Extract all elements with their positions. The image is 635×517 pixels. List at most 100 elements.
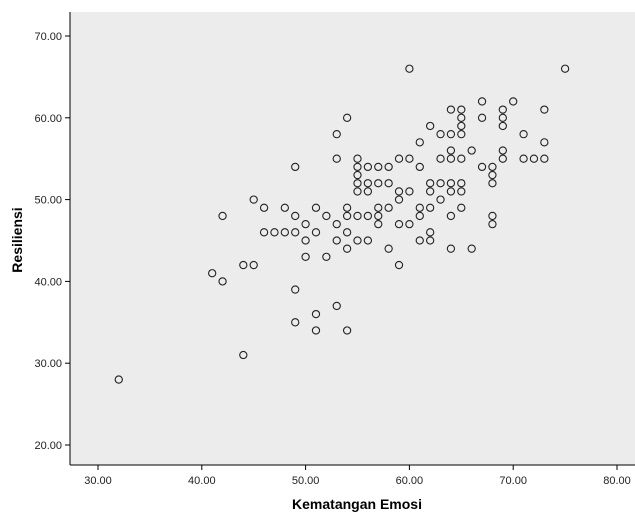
data-point (436, 130, 445, 139)
data-point (342, 113, 352, 122)
data-point (249, 195, 258, 204)
data-point (436, 154, 445, 163)
data-point (353, 170, 362, 180)
data-point (426, 121, 435, 131)
data-point (426, 236, 435, 245)
data-point (540, 138, 549, 147)
data-point (415, 236, 424, 245)
data-point (291, 211, 300, 221)
data-point (311, 203, 321, 212)
data-point (259, 203, 269, 212)
data-point (374, 162, 383, 172)
data-point (415, 162, 424, 172)
data-point (291, 285, 300, 294)
data-point (436, 179, 445, 188)
data-point (394, 195, 404, 204)
y-tick-label: 40.00 (34, 276, 62, 288)
data-point (363, 179, 373, 188)
data-point (301, 236, 310, 245)
data-point (353, 236, 362, 245)
data-point (291, 228, 300, 237)
data-point (457, 105, 466, 114)
data-point (394, 219, 404, 229)
data-point (342, 228, 352, 237)
data-point (467, 146, 476, 155)
data-point (280, 203, 289, 212)
data-point (353, 187, 362, 196)
data-point (457, 179, 466, 188)
data-point (509, 97, 518, 106)
y-tick-label: 20.00 (34, 440, 62, 452)
data-point (426, 179, 435, 188)
data-point (488, 170, 497, 180)
data-point (363, 162, 373, 172)
data-point (353, 162, 362, 172)
data-point (374, 219, 383, 229)
data-point (446, 154, 456, 163)
data-points (114, 64, 570, 384)
data-point (540, 105, 549, 114)
data-point (342, 211, 352, 221)
data-point (291, 162, 300, 172)
data-point (446, 179, 456, 188)
data-point (239, 350, 248, 360)
data-point (311, 326, 321, 335)
data-point (529, 154, 539, 163)
data-point (519, 130, 528, 139)
data-point (384, 162, 393, 172)
y-tick-label: 70.00 (34, 31, 62, 43)
plot-area (70, 12, 635, 465)
data-point (394, 187, 404, 196)
data-point (498, 105, 507, 114)
data-point (374, 179, 383, 188)
data-point (498, 154, 507, 163)
data-point (415, 138, 424, 147)
data-point (426, 187, 435, 196)
x-tick-label: 30.00 (84, 475, 112, 487)
data-point (446, 130, 456, 139)
data-point (457, 113, 466, 122)
data-point (353, 211, 362, 221)
y-axis-title: Resiliensi (9, 207, 25, 272)
data-point (342, 203, 352, 212)
data-point (332, 236, 341, 245)
data-point (353, 179, 362, 188)
data-point (384, 244, 393, 253)
data-point (322, 252, 331, 262)
data-point (498, 121, 507, 131)
x-axis-ticks: 30.00 40.00 50.00 60.00 70.00 80.00 (84, 465, 631, 487)
x-tick-label: 80.00 (603, 475, 631, 487)
data-point (415, 203, 424, 212)
data-point (457, 154, 466, 163)
data-point (311, 309, 321, 319)
data-point (426, 228, 435, 237)
data-point (259, 228, 269, 237)
y-axis-ticks: 20.00 30.00 40.00 50.00 60.00 70.00 (34, 31, 70, 452)
data-point (239, 260, 248, 270)
data-point (477, 162, 487, 172)
data-point (498, 146, 507, 155)
data-point (405, 64, 414, 73)
data-point (374, 203, 383, 212)
data-point (457, 187, 466, 196)
data-point (394, 154, 404, 163)
data-point (249, 260, 258, 270)
data-point (467, 244, 476, 253)
data-point (374, 211, 383, 221)
y-tick-label: 50.00 (34, 195, 62, 207)
data-point (218, 211, 227, 221)
data-point (426, 203, 435, 212)
x-tick-label: 60.00 (396, 475, 424, 487)
data-point (394, 260, 404, 270)
data-point (405, 154, 414, 163)
data-point (488, 162, 497, 172)
data-point (477, 113, 487, 122)
data-point (218, 277, 227, 286)
data-point (519, 154, 528, 163)
data-point (498, 113, 507, 122)
data-point (384, 203, 393, 212)
data-point (342, 244, 352, 253)
data-point (446, 211, 456, 221)
y-tick-label: 60.00 (34, 113, 62, 125)
